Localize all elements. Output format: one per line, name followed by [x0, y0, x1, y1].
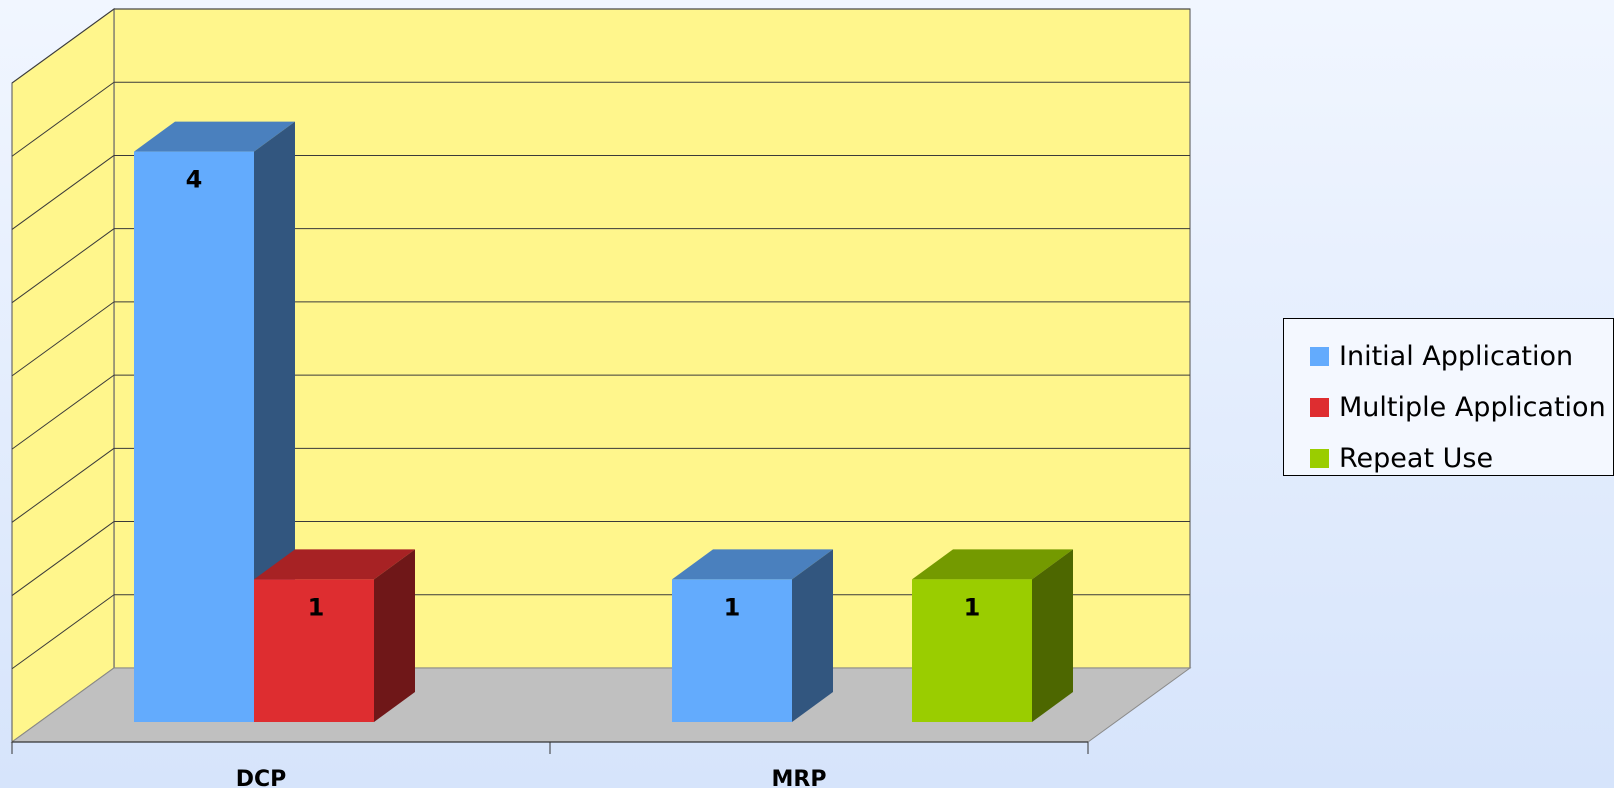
- legend: Initial Application Multiple Application…: [1283, 318, 1614, 476]
- gridline-side: [11, 8, 115, 84]
- gridline-side: [11, 374, 115, 450]
- gridline-side: [11, 301, 115, 377]
- gridline-side: [11, 155, 115, 230]
- data-label-initial-application-mrp: 1: [724, 593, 741, 621]
- bar-top-initial-application-mrp: [672, 549, 833, 580]
- bars: [134, 121, 1073, 723]
- bar-top-multiple-application-dcp: [254, 549, 415, 580]
- gridline-side: [11, 594, 115, 670]
- legend-item-repeat-use: Repeat Use: [1310, 433, 1613, 484]
- legend-swatch-initial-application: [1310, 347, 1329, 366]
- bar-side-multiple-application-dcp: [374, 549, 415, 722]
- bar-multiple-application-dcp: [254, 579, 374, 722]
- gridline-side: [11, 81, 115, 157]
- x-tick-label-mrp: MRP: [772, 767, 827, 788]
- legend-swatch-multiple-application: [1310, 398, 1329, 417]
- bar-side-repeat-use-mrp: [1032, 549, 1073, 722]
- legend-label: Initial Application: [1339, 341, 1574, 372]
- gridline-side: [11, 228, 115, 304]
- data-label-initial-application-dcp: 4: [186, 166, 203, 194]
- bar-top-repeat-use-mrp: [912, 549, 1073, 580]
- legend-item-initial-application: Initial Application: [1310, 331, 1613, 382]
- legend-item-multiple-application: Multiple Application: [1310, 382, 1613, 433]
- bar-side-initial-application-mrp: [792, 549, 833, 722]
- x-axis: DCP MRP: [11, 742, 1089, 788]
- data-labels: 4 1 1 1: [186, 166, 981, 622]
- data-label-repeat-use-mrp: 1: [964, 593, 981, 621]
- gridline-side: [11, 521, 115, 596]
- bar-repeat-use-mrp: [912, 579, 1032, 722]
- gridline-side: [11, 447, 115, 523]
- bar-top-initial-application-dcp: [134, 121, 295, 152]
- bar-initial-application-dcp: [134, 151, 254, 723]
- legend-label: Multiple Application: [1339, 392, 1606, 423]
- data-label-multiple-application-dcp: 1: [308, 593, 325, 621]
- legend-swatch-repeat-use: [1310, 449, 1329, 468]
- x-tick-label-dcp: DCP: [236, 767, 287, 788]
- legend-label: Repeat Use: [1339, 443, 1494, 474]
- bar-initial-application-mrp: [672, 579, 792, 722]
